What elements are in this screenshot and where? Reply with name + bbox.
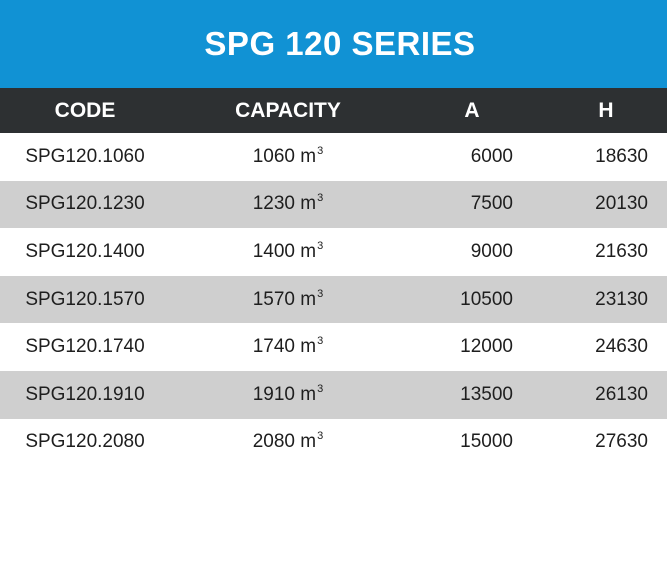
cell-code: SPG120.1060: [0, 133, 170, 181]
column-header-capacity: CAPACITY: [200, 88, 376, 133]
cell-a: 15000: [420, 419, 513, 467]
cell-h: 20130: [560, 181, 648, 229]
cell-h: 23130: [560, 276, 648, 324]
title-banner: SPG 120 SERIES: [0, 0, 667, 88]
cell-code: SPG120.1570: [0, 276, 170, 324]
column-header-a: A: [440, 88, 504, 133]
cell-h: 18630: [560, 133, 648, 181]
cell-h: 26130: [560, 371, 648, 419]
cell-code: SPG120.1400: [0, 228, 170, 276]
cell-h: 24630: [560, 323, 648, 371]
cell-a: 12000: [420, 323, 513, 371]
cell-a: 9000: [420, 228, 513, 276]
cell-code: SPG120.2080: [0, 419, 170, 467]
cell-code: SPG120.1230: [0, 181, 170, 229]
cell-h: 21630: [560, 228, 648, 276]
cell-a: 10500: [420, 276, 513, 324]
cell-a: 13500: [420, 371, 513, 419]
cell-a: 7500: [420, 181, 513, 229]
table-title: SPG 120 SERIES: [191, 25, 475, 63]
cell-a: 6000: [420, 133, 513, 181]
table-header: CODE CAPACITY A H: [0, 88, 667, 133]
cell-code: SPG120.1740: [0, 323, 170, 371]
column-header-code: CODE: [0, 88, 170, 133]
column-header-h: H: [578, 88, 634, 133]
cell-h: 27630: [560, 419, 648, 467]
cell-code: SPG120.1910: [0, 371, 170, 419]
